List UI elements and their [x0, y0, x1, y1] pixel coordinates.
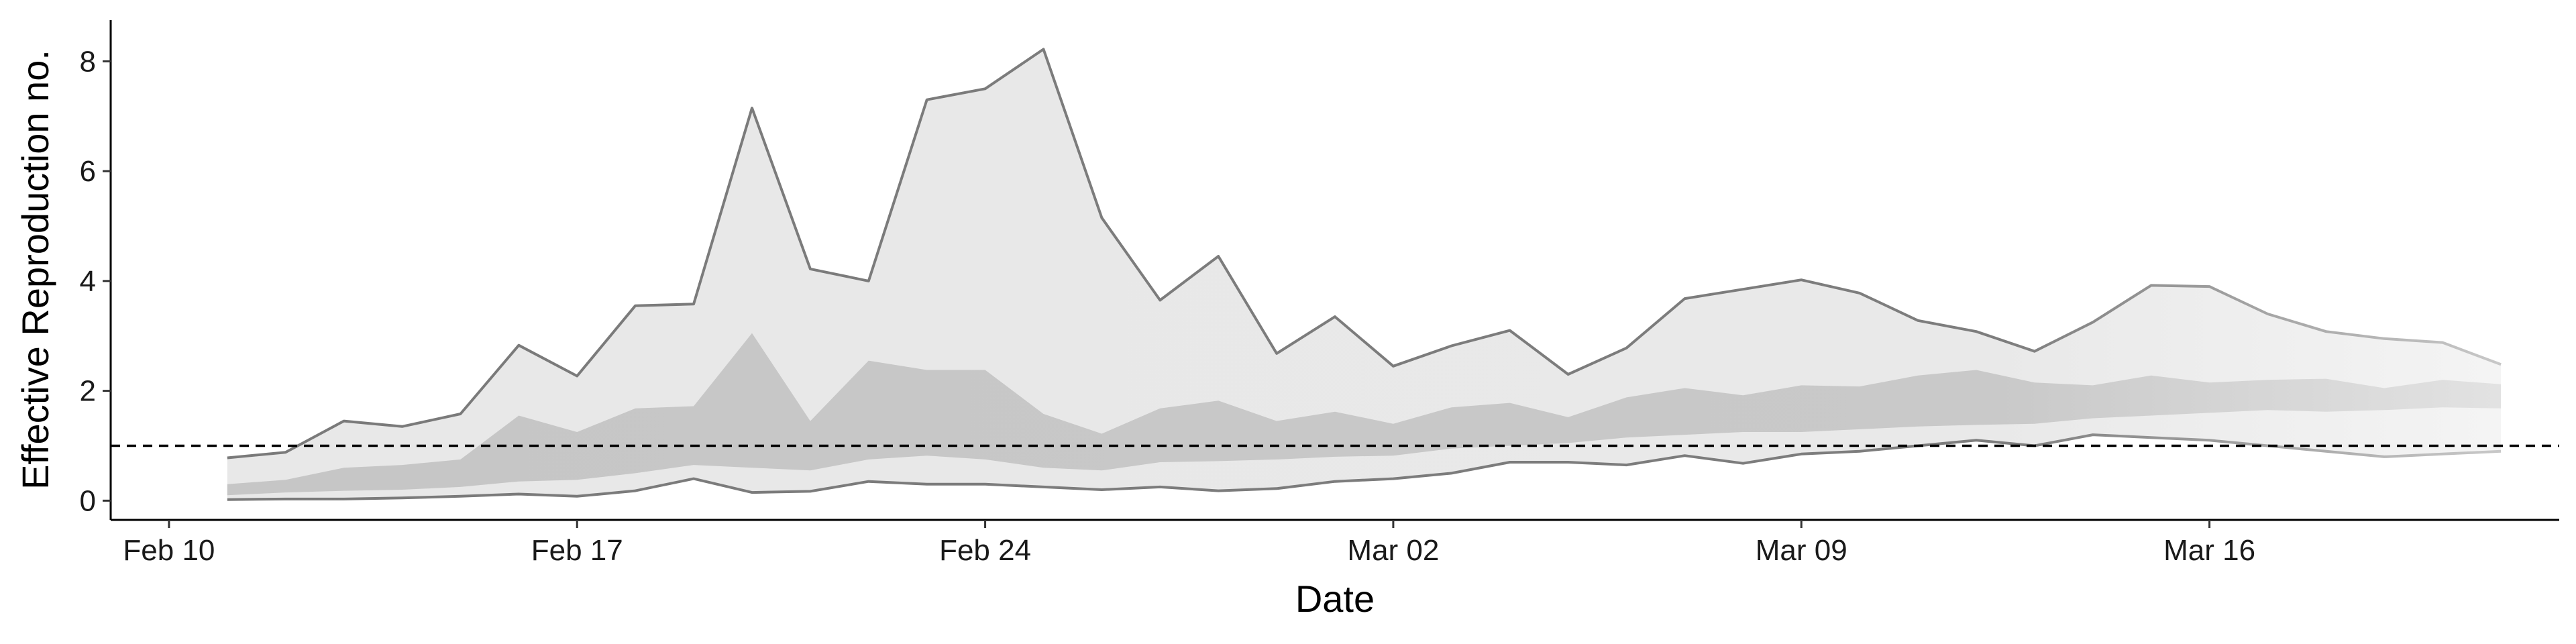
y-tick-label: 8: [80, 45, 96, 78]
axes: [109, 20, 2559, 521]
outer-lower-line: [227, 433, 2502, 501]
x-tick-label: Feb 24: [939, 534, 1031, 567]
y-tick-label: 0: [80, 484, 96, 517]
y-tick-label: 6: [80, 155, 96, 188]
x-tick-label: Feb 17: [531, 534, 623, 567]
x-tick-label: Feb 10: [123, 534, 215, 567]
plot-area: [111, 48, 2559, 501]
y-tick-label: 4: [80, 265, 96, 298]
y-tick-label: 2: [80, 375, 96, 408]
x-tick-label: Mar 16: [2163, 534, 2255, 567]
outer-upper-line: [227, 48, 2502, 460]
x-tick-label: Mar 09: [1756, 534, 1847, 567]
inner-interval-band: [227, 333, 2502, 496]
ticks: 0 2 4 6 8 Feb 10 Feb 17 Feb 24 Mar 02 Mar 09 Mar 1…: [80, 45, 2256, 567]
y-axis-title: Effective Reproduction no.: [14, 50, 56, 490]
x-tick-label: Mar 02: [1347, 534, 1439, 567]
x-axis-title: Date: [1295, 578, 1375, 620]
